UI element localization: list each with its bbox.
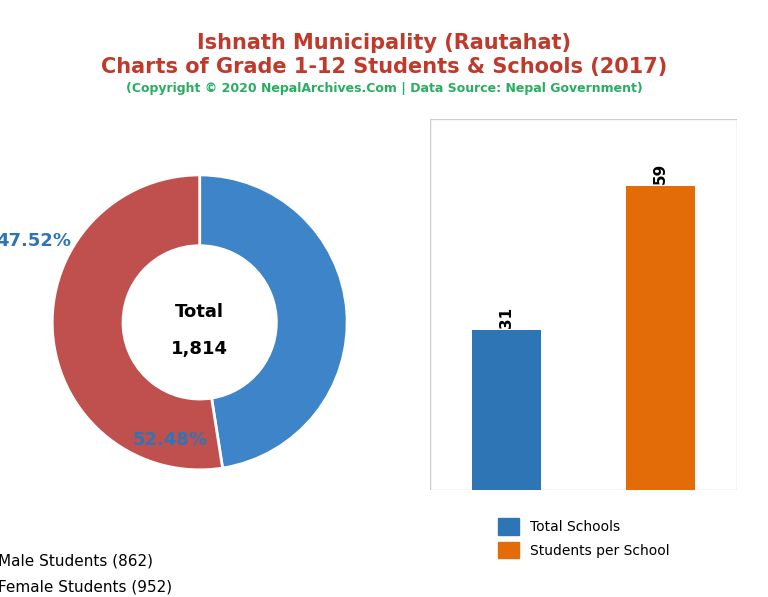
Wedge shape: [52, 175, 223, 470]
Text: 47.52%: 47.52%: [0, 232, 71, 250]
Legend: Total Schools, Students per School: Total Schools, Students per School: [492, 512, 675, 564]
Text: Total: Total: [175, 303, 224, 321]
Bar: [430, 119, 737, 490]
Text: Ishnath Municipality (Rautahat): Ishnath Municipality (Rautahat): [197, 33, 571, 53]
Legend: Male Students (862), Female Students (952): Male Students (862), Female Students (95…: [0, 545, 178, 597]
Text: 1,814: 1,814: [171, 340, 228, 358]
Wedge shape: [200, 175, 347, 468]
Text: Charts of Grade 1-12 Students & Schools (2017): Charts of Grade 1-12 Students & Schools …: [101, 57, 667, 77]
Text: (Copyright © 2020 NepalArchives.Com | Data Source: Nepal Government): (Copyright © 2020 NepalArchives.Com | Da…: [126, 82, 642, 95]
Bar: [472, 330, 541, 490]
Bar: [626, 186, 695, 490]
Text: 31: 31: [499, 306, 515, 328]
Text: 52.48%: 52.48%: [133, 432, 208, 450]
Text: 59: 59: [653, 162, 668, 184]
